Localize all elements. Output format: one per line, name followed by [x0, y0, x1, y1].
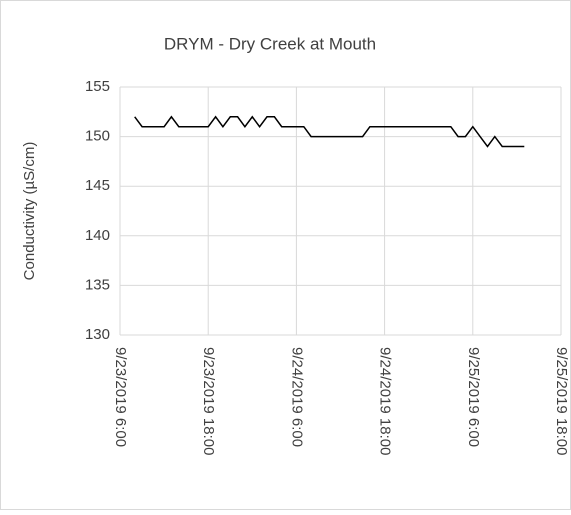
x-tick-label: 9/24/2019 6:00	[288, 347, 305, 447]
y-tick-label: 140	[85, 227, 110, 244]
x-tick-label: 9/23/2019 6:00	[112, 347, 129, 447]
x-tick-label: 9/24/2019 18:00	[377, 347, 394, 455]
chart-title: DRYM - Dry Creek at Mouth	[164, 34, 376, 53]
x-tick-label: 9/23/2019 18:00	[200, 347, 217, 455]
x-tick-label: 9/25/2019 6:00	[465, 347, 482, 447]
y-tick-label: 135	[85, 276, 110, 293]
y-tick-label: 155	[85, 78, 110, 95]
y-tick-label: 130	[85, 326, 110, 343]
data-line	[134, 115, 525, 148]
y-axis-label: Conductivity (µS/cm)	[21, 142, 38, 281]
x-tick-label: 9/25/2019 18:00	[553, 347, 570, 455]
y-tick-label: 145	[85, 177, 110, 194]
y-tick-label: 150	[85, 128, 110, 145]
